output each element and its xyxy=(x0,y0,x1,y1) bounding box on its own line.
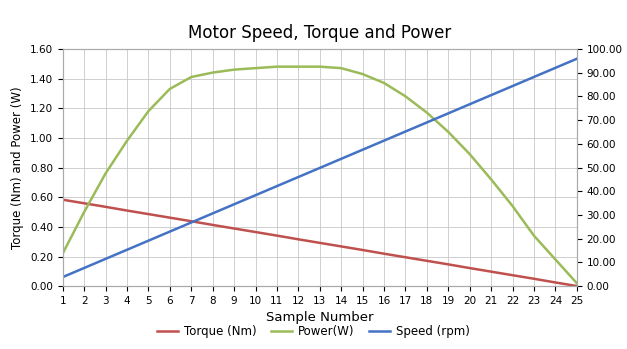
Speed (rpm) xyxy=(295,175,302,179)
X-axis label: Sample Number: Sample Number xyxy=(266,311,374,325)
Torque (Nm) xyxy=(359,248,366,252)
Speed (rpm) xyxy=(530,75,538,79)
Power(W) xyxy=(230,67,238,72)
Speed (rpm) xyxy=(466,102,473,106)
Power(W) xyxy=(423,111,431,115)
Power(W) xyxy=(573,281,581,285)
Legend: Torque (Nm), Power(W), Speed (rpm): Torque (Nm), Power(W), Speed (rpm) xyxy=(152,321,475,343)
Speed (rpm) xyxy=(80,266,88,270)
Torque (Nm) xyxy=(295,237,302,242)
Torque (Nm) xyxy=(445,262,452,267)
Power(W) xyxy=(209,70,216,75)
Speed (rpm) xyxy=(402,129,409,134)
Line: Torque (Nm): Torque (Nm) xyxy=(63,200,577,286)
Line: Power(W): Power(W) xyxy=(63,67,577,283)
Speed (rpm) xyxy=(273,184,281,188)
Speed (rpm) xyxy=(337,157,345,161)
Power(W) xyxy=(251,66,259,70)
Power(W) xyxy=(337,66,345,70)
Power(W) xyxy=(145,109,152,113)
Speed (rpm) xyxy=(166,230,174,234)
Torque (Nm) xyxy=(466,266,473,270)
Power(W) xyxy=(552,258,559,262)
Power(W) xyxy=(530,234,538,238)
Power(W) xyxy=(487,177,495,181)
Torque (Nm) xyxy=(573,284,581,288)
Speed (rpm) xyxy=(487,93,495,97)
Power(W) xyxy=(59,251,66,255)
Torque (Nm) xyxy=(145,212,152,216)
Power(W) xyxy=(123,139,130,143)
Torque (Nm) xyxy=(402,255,409,259)
Power(W) xyxy=(445,130,452,134)
Torque (Nm) xyxy=(230,227,238,231)
Torque (Nm) xyxy=(166,216,174,220)
Speed (rpm) xyxy=(145,239,152,243)
Torque (Nm) xyxy=(251,230,259,234)
Speed (rpm) xyxy=(508,84,516,88)
Y-axis label: Torque (Nm) and Power (W): Torque (Nm) and Power (W) xyxy=(11,86,24,249)
Torque (Nm) xyxy=(316,241,324,245)
Power(W) xyxy=(466,152,473,156)
Power(W) xyxy=(402,94,409,98)
Torque (Nm) xyxy=(552,280,559,284)
Power(W) xyxy=(166,87,174,91)
Torque (Nm) xyxy=(187,219,195,223)
Torque (Nm) xyxy=(487,269,495,274)
Speed (rpm) xyxy=(102,257,109,261)
Power(W) xyxy=(380,81,387,85)
Power(W) xyxy=(359,72,366,76)
Speed (rpm) xyxy=(59,275,66,279)
Torque (Nm) xyxy=(80,201,88,205)
Torque (Nm) xyxy=(423,259,431,263)
Power(W) xyxy=(316,65,324,69)
Power(W) xyxy=(295,65,302,69)
Speed (rpm) xyxy=(316,166,324,170)
Speed (rpm) xyxy=(230,202,238,206)
Torque (Nm) xyxy=(273,233,281,238)
Power(W) xyxy=(273,65,281,69)
Power(W) xyxy=(80,210,88,214)
Power(W) xyxy=(102,171,109,176)
Torque (Nm) xyxy=(102,205,109,209)
Torque (Nm) xyxy=(380,252,387,256)
Line: Speed (rpm): Speed (rpm) xyxy=(63,59,577,277)
Power(W) xyxy=(187,75,195,79)
Speed (rpm) xyxy=(423,120,431,125)
Speed (rpm) xyxy=(552,66,559,70)
Torque (Nm) xyxy=(337,244,345,248)
Speed (rpm) xyxy=(445,111,452,116)
Speed (rpm) xyxy=(187,221,195,225)
Speed (rpm) xyxy=(123,248,130,252)
Speed (rpm) xyxy=(251,193,259,197)
Power(W) xyxy=(508,204,516,208)
Torque (Nm) xyxy=(123,208,130,213)
Torque (Nm) xyxy=(209,223,216,227)
Speed (rpm) xyxy=(209,211,216,215)
Speed (rpm) xyxy=(359,148,366,152)
Title: Motor Speed, Torque and Power: Motor Speed, Torque and Power xyxy=(188,24,451,42)
Torque (Nm) xyxy=(59,198,66,202)
Speed (rpm) xyxy=(380,139,387,143)
Speed (rpm) xyxy=(573,57,581,61)
Torque (Nm) xyxy=(530,277,538,281)
Torque (Nm) xyxy=(508,273,516,277)
